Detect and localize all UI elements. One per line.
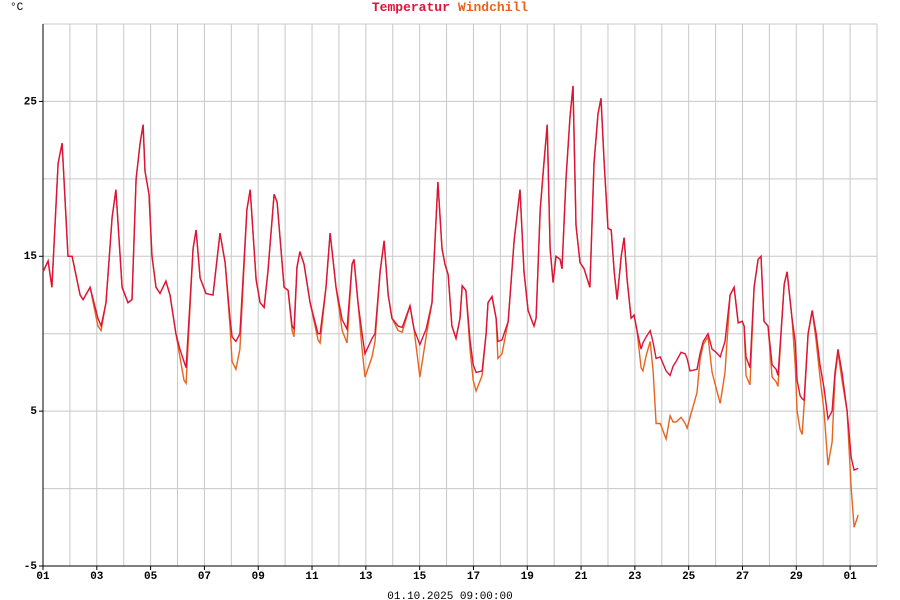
unit-label: °C (10, 2, 24, 14)
x-tick-label: 25 (682, 571, 696, 583)
legend: Temperatur Windchill (372, 0, 528, 15)
x-tick-label: 11 (305, 571, 319, 583)
x-tick-label: 29 (790, 571, 803, 583)
x-tick-label: 13 (359, 571, 373, 583)
x-tick-label: 21 (574, 571, 588, 583)
x-tick-label: 17 (467, 571, 480, 583)
x-tick-label: 01 (36, 571, 50, 583)
y-tick-label: 25 (24, 96, 38, 108)
x-tick-label: 01 (843, 571, 857, 583)
x-tick-label: 27 (736, 571, 749, 583)
x-tick-label: 23 (628, 571, 642, 583)
x-tick-label: 15 (413, 571, 427, 583)
legend-entry: Windchill (458, 0, 528, 15)
x-tick-label: 19 (521, 571, 534, 583)
x-tick-label: 05 (144, 571, 158, 583)
legend-entry: Temperatur (372, 0, 450, 15)
x-axis-label: 01.10.2025 09:00:00 (387, 591, 512, 600)
x-tick-label: 03 (90, 571, 104, 583)
y-tick-label: -5 (24, 561, 38, 573)
y-tick-label: 15 (24, 251, 38, 263)
series-line (42, 85, 859, 471)
x-tick-label: 07 (198, 571, 211, 583)
y-tick-label: 5 (30, 406, 37, 418)
x-tick-label: 09 (252, 571, 265, 583)
